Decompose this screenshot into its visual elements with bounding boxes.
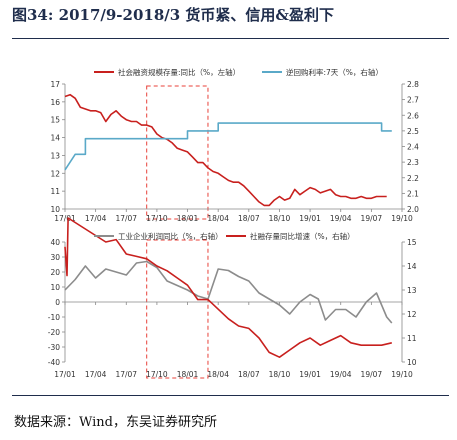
x-tick-label: 18/10 [269,370,291,379]
highlight-box [146,239,209,379]
x-tick-label: 19/04 [330,214,352,223]
x-tick-label: 18/07 [238,214,260,223]
right-tick-label: 2.3 [407,158,419,167]
left-tick-label: 16 [50,98,60,107]
left-tick-label: -30 [48,343,60,352]
x-tick-label: 19/01 [299,214,321,223]
left-tick-label: -40 [48,358,60,367]
right-tick-label: 12 [407,310,417,319]
left-tick-label: 12 [50,169,60,178]
x-tick-label: 17/10 [146,214,168,223]
right-tick-label: 2.5 [407,127,419,136]
title-rule [12,38,449,39]
right-tick-label: 14 [407,262,417,271]
series-line-0 [64,93,387,207]
x-tick-label: 19/04 [330,370,352,379]
legend-label: 社融存量同比增速（%，右轴） [250,231,355,241]
right-tick-label: 10 [407,358,417,367]
left-tick-label: 14 [50,134,60,143]
left-tick-label: 30 [50,253,60,262]
legend-label: 工业企业利润同比（%，右轴） [118,231,223,241]
figure-title: 图34: 2017/9-2018/3 货币紧、信用&盈利下 [12,6,334,24]
right-tick-label: 2.7 [407,96,419,105]
x-tick-label: 18/01 [177,370,199,379]
left-tick-label: 13 [50,151,60,160]
source-note: 数据来源：Wind，东吴证券研究所 [14,415,217,430]
right-tick-label: 15 [407,238,417,247]
right-tick-label: 11 [407,334,417,343]
right-tick-label: 2.0 [407,205,419,214]
left-tick-label: 40 [50,238,60,247]
left-tick-label: 17 [50,80,60,89]
left-tick-label: 0 [55,298,60,307]
x-tick-label: 18/04 [207,214,229,223]
x-tick-label: 17/04 [85,370,107,379]
left-tick-label: 10 [50,205,60,214]
left-tick-label: 11 [50,187,60,196]
left-tick-label: -10 [48,313,60,322]
bottom-rule [12,395,449,396]
right-tick-label: 2.4 [407,143,419,152]
x-tick-label: 17/07 [115,370,137,379]
right-tick-label: 2.1 [407,189,419,198]
x-tick-label: 19/10 [391,370,413,379]
left-tick-label: -20 [48,328,60,337]
x-tick-label: 17/10 [146,370,168,379]
series-line-1 [64,217,392,359]
x-tick-label: 17/04 [85,214,107,223]
right-tick-label: 2.8 [407,80,419,89]
left-tick-label: 15 [50,116,60,125]
right-tick-label: 2.2 [407,174,419,183]
x-tick-label: 19/01 [299,370,321,379]
left-tick-label: 10 [50,283,60,292]
series-line-1 [64,122,392,171]
left-tick-label: 20 [50,268,60,277]
x-tick-label: 18/10 [269,214,291,223]
x-tick-label: 18/07 [238,370,260,379]
x-tick-label: 17/01 [54,370,76,379]
x-tick-label: 19/10 [391,214,413,223]
x-tick-label: 18/04 [207,370,229,379]
right-tick-label: 13 [407,286,417,295]
x-tick-label: 18/01 [177,214,199,223]
series-line-0 [64,260,393,324]
legend-label: 逆回购利率:7天（%，右轴） [286,67,383,77]
x-tick-label: 19/07 [361,214,383,223]
highlight-box [146,85,209,220]
x-tick-label: 19/07 [361,370,383,379]
legend-label: 社会融资规模存量:同比（%，左轴） [118,67,240,77]
x-tick-label: 17/01 [54,214,76,223]
right-tick-label: 2.6 [407,111,419,120]
x-tick-label: 17/07 [115,214,137,223]
